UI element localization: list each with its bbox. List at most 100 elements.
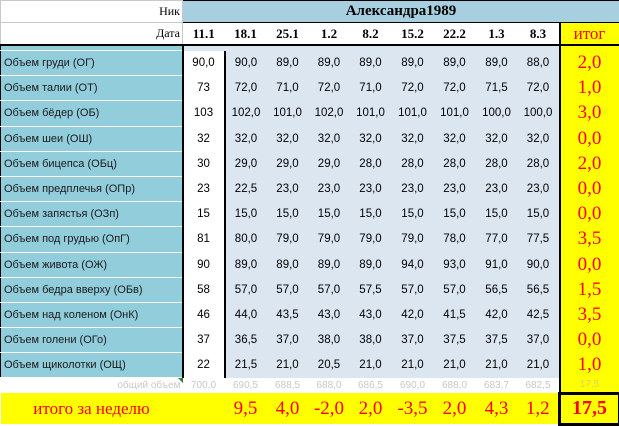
value-cell[interactable]: 89,0 [476,51,518,76]
value-cell[interactable]: 57,0 [434,277,476,302]
value-cell[interactable]: 15,0 [350,202,392,227]
volume-value-cell[interactable]: 686,5 [350,378,392,394]
value-cell[interactable]: 89,0 [267,51,309,76]
value-cell[interactable]: 23,0 [518,176,560,201]
value-cell[interactable]: 72,0 [434,76,476,101]
value-cell[interactable]: 71,5 [476,76,518,101]
row-total-cell[interactable]: 1,0 [560,353,619,378]
value-cell[interactable]: 93,0 [434,252,476,277]
base-value-cell[interactable]: 90,0 [183,51,225,76]
row-total-cell[interactable]: 0,0 [560,328,619,353]
volume-value-cell[interactable]: 690,5 [225,378,267,394]
weekly-value-cell[interactable]: 4,0 [267,393,309,424]
value-cell[interactable]: 72,0 [392,76,434,101]
value-cell[interactable]: 32,0 [476,126,518,151]
row-label[interactable]: Объем груди (ОГ) [1,51,183,76]
total-header-cell[interactable]: итог [560,23,619,46]
base-value-cell[interactable]: 23 [183,176,225,201]
row-total-cell[interactable]: 0,0 [560,202,619,227]
row-total-cell[interactable]: 2,0 [560,51,619,76]
weekly-value-cell[interactable]: 2,0 [350,393,392,424]
value-cell[interactable]: 29,0 [267,151,309,176]
weekly-value-cell[interactable]: 4,3 [476,393,518,424]
value-cell[interactable]: 89,0 [392,51,434,76]
value-cell[interactable]: 71,0 [267,76,309,101]
value-cell[interactable]: 37,0 [267,328,309,353]
date-header-cell[interactable]: 11.1 [183,23,225,46]
volume-value-cell[interactable]: 700,0 [183,378,225,394]
value-cell[interactable]: 15,0 [434,202,476,227]
volume-value-cell[interactable]: 683,7 [476,378,518,394]
value-cell[interactable]: 15,0 [476,202,518,227]
value-cell[interactable]: 78,0 [434,227,476,252]
weekly-total-label[interactable]: итого за неделю [1,393,183,424]
value-cell[interactable]: 90,0 [225,51,267,76]
value-cell[interactable]: 32,0 [350,126,392,151]
value-cell[interactable]: 101,0 [267,101,309,126]
weekly-value-cell[interactable]: 2,0 [434,393,476,424]
value-cell[interactable]: 100,0 [518,101,560,126]
value-cell[interactable]: 28,0 [350,151,392,176]
base-value-cell[interactable]: 30 [183,151,225,176]
value-cell[interactable]: 89,0 [225,252,267,277]
value-cell[interactable]: 32,0 [392,126,434,151]
row-total-cell[interactable]: 3,5 [560,302,619,327]
value-cell[interactable]: 42,5 [518,302,560,327]
row-label[interactable]: Объем бедра вверху (ОБв) [1,277,183,302]
value-cell[interactable]: 57,5 [350,277,392,302]
value-cell[interactable]: 79,0 [392,227,434,252]
value-cell[interactable]: 100,0 [476,101,518,126]
value-cell[interactable]: 32,0 [309,126,350,151]
value-cell[interactable]: 72,0 [309,76,350,101]
value-cell[interactable]: 89,0 [434,51,476,76]
value-cell[interactable]: 91,0 [476,252,518,277]
row-total-cell[interactable]: 3,0 [560,101,619,126]
value-cell[interactable]: 36,5 [225,328,267,353]
row-total-cell[interactable]: 1,5 [560,277,619,302]
value-cell[interactable]: 89,0 [267,252,309,277]
row-label[interactable]: Объем бицепса (ОБц) [1,151,183,176]
value-cell[interactable]: 32,0 [267,126,309,151]
row-label[interactable]: Объем голени (ОГо) [1,328,183,353]
value-cell[interactable]: 102,0 [225,101,267,126]
value-cell[interactable]: 56,5 [476,277,518,302]
row-label[interactable]: Объем запястья (ОЗп) [1,202,183,227]
date-header-cell[interactable]: 22.2 [434,23,476,46]
row-total-cell[interactable]: 0,0 [560,126,619,151]
value-cell[interactable]: 79,0 [309,227,350,252]
volume-value-cell[interactable]: 690,0 [392,378,434,394]
base-value-cell[interactable]: 90 [183,252,225,277]
value-cell[interactable]: 21,0 [434,353,476,378]
date-header-cell[interactable]: 8.3 [518,23,560,46]
date-header-cell[interactable]: 1.2 [309,23,350,46]
nick-value[interactable]: Александра1989 [183,1,619,23]
volume-total-cell[interactable]: 17,5 [560,378,619,394]
base-value-cell[interactable]: 73 [183,76,225,101]
value-cell[interactable]: 28,0 [476,151,518,176]
value-cell[interactable]: 23,0 [476,176,518,201]
value-cell[interactable]: 79,0 [350,227,392,252]
base-value-cell[interactable]: 46 [183,302,225,327]
row-total-cell[interactable]: 0,0 [560,252,619,277]
value-cell[interactable]: 22,5 [225,176,267,201]
value-cell[interactable]: 80,0 [225,227,267,252]
row-total-cell[interactable]: 2,0 [560,151,619,176]
value-cell[interactable]: 89,0 [309,51,350,76]
value-cell[interactable]: 88,0 [518,51,560,76]
date-header-cell[interactable]: 15.2 [392,23,434,46]
value-cell[interactable]: 29,0 [309,151,350,176]
value-cell[interactable]: 23,0 [392,176,434,201]
value-cell[interactable]: 21,0 [350,353,392,378]
grand-total-cell[interactable]: 17,5 [560,393,619,424]
value-cell[interactable]: 32,0 [225,126,267,151]
volume-value-cell[interactable]: 688,0 [309,378,350,394]
weekly-value-cell[interactable]: -3,5 [392,393,434,424]
value-cell[interactable]: 57,0 [309,277,350,302]
value-cell[interactable]: 101,0 [350,101,392,126]
row-label[interactable]: Объем талии (ОТ) [1,76,183,101]
row-label[interactable]: Объем над коленом (ОнК) [1,302,183,327]
value-cell[interactable]: 23,0 [267,176,309,201]
value-cell[interactable]: 15,0 [225,202,267,227]
weekly-value-cell[interactable]: -2,0 [309,393,350,424]
value-cell[interactable]: 77,0 [476,227,518,252]
